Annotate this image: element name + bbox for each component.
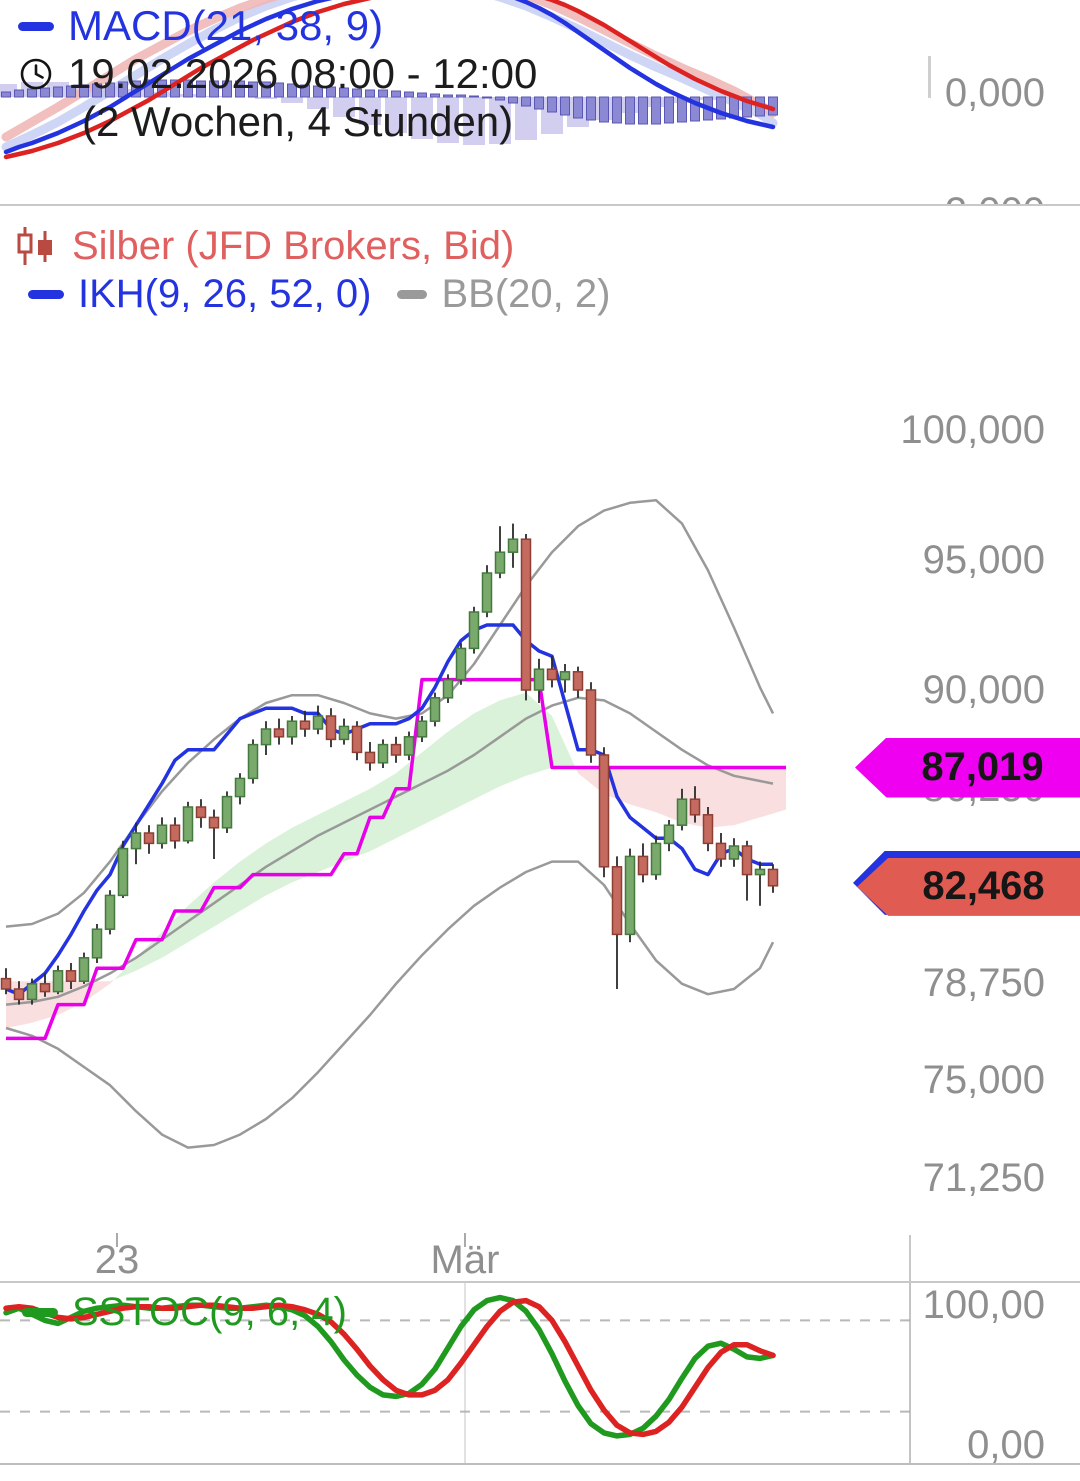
x-axis-label: Mär <box>430 1238 500 1282</box>
y-axis-label: 71,250 <box>922 1155 1045 1200</box>
macd-legend-dash-icon <box>18 21 54 31</box>
clock-icon <box>18 56 54 92</box>
macd-axis-tick <box>928 56 931 98</box>
y-axis-label: 95,000 <box>922 538 1045 582</box>
macd-legend: MACD(21, 38, 9) 19.02.2026 08:00 - 12:00… <box>18 2 537 146</box>
macd-zero-label: 0,000 <box>944 71 1045 115</box>
pane-divider <box>0 1463 1080 1465</box>
y-axis-label: 100,000 <box>900 408 1045 452</box>
pane-divider <box>0 204 1080 206</box>
bb-legend-dash-icon <box>397 289 428 299</box>
stoch-top-label: 100,00 <box>922 1283 1045 1327</box>
x-axis-label: 23 <box>94 1238 140 1282</box>
macd-pane[interactable] <box>0 0 1080 205</box>
bb-indicator-label[interactable]: BB(20, 2) <box>441 271 611 316</box>
y-axis-label: 78,750 <box>922 960 1045 1005</box>
ikh-indicator-label[interactable]: IKH(9, 26, 52, 0) <box>78 271 372 316</box>
price-pane[interactable] <box>0 205 1080 1235</box>
stoch-indicator-label[interactable]: SSTOC(9, 6, 4) <box>72 1289 347 1334</box>
macd-clipped-axis-label: -2,000 <box>725 192 1045 205</box>
symbol-title[interactable]: Silber (JFD Brokers, Bid) <box>72 223 515 268</box>
price-legend: Silber (JFD Brokers, Bid) IKH(9, 26, 52,… <box>14 222 610 318</box>
price-tag-last: 82,468 <box>857 857 1080 916</box>
ikh-legend-dash-icon <box>28 289 64 299</box>
axis-boundary-line <box>909 1235 911 1282</box>
stoch-bottom-label: 0,00 <box>967 1423 1045 1467</box>
price-tag-kijun: 87,019 <box>855 737 1080 798</box>
macd-indicator-label[interactable]: MACD(21, 38, 9) <box>68 2 384 49</box>
y-axis-label: 90,000 <box>922 668 1045 712</box>
timestamp-label: 19.02.2026 08:00 - 12:00 <box>68 50 538 97</box>
candlestick-icon <box>14 225 58 267</box>
stoch-legend: SSTOC(9, 6, 4) <box>22 1288 347 1336</box>
stoch-pane[interactable] <box>0 1282 1080 1465</box>
x-axis-tick <box>464 1233 466 1247</box>
pane-divider <box>0 1281 1080 1283</box>
period-label: (2 Wochen, 4 Stunden) <box>82 98 514 145</box>
y-axis-label: 75,000 <box>922 1058 1045 1102</box>
stoch-legend-dash-icon <box>22 1307 58 1317</box>
x-axis-tick <box>116 1233 118 1247</box>
